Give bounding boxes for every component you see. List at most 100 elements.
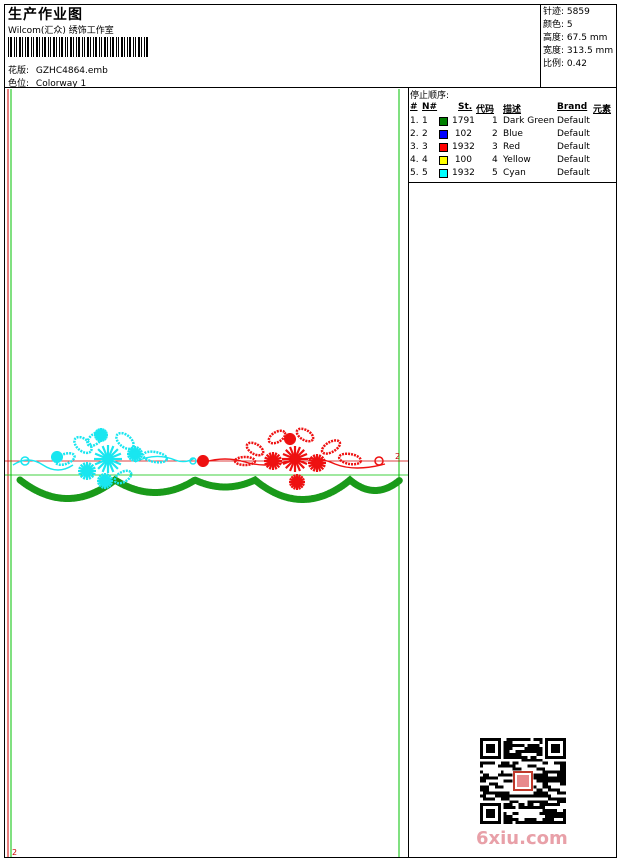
stat-label: 颜色: bbox=[543, 20, 565, 30]
row-stitches: 100 bbox=[454, 155, 472, 165]
row-stitches: 1932 bbox=[452, 142, 475, 152]
stat-scale: 比例: 0.42 bbox=[543, 58, 617, 71]
row-brand: Default bbox=[557, 129, 590, 139]
barcode bbox=[8, 37, 148, 57]
col-brand: Brand bbox=[557, 102, 588, 112]
left-leaf bbox=[113, 469, 133, 485]
row-needle: 5 bbox=[422, 168, 428, 178]
stat-width: 宽度: 313.5 mm bbox=[543, 45, 617, 58]
stat-label: 高度: bbox=[543, 33, 565, 43]
table-row: 5. 5 1932 5 Cyan Default bbox=[410, 167, 616, 180]
row-description: Yellow bbox=[503, 155, 531, 165]
left-flower-center bbox=[103, 454, 113, 464]
row-description: Blue bbox=[503, 129, 523, 139]
col-index: # bbox=[410, 102, 418, 112]
left-flower-center bbox=[132, 451, 138, 457]
row-index: 5. bbox=[410, 168, 419, 178]
stat-value: 67.5 mm bbox=[566, 33, 608, 43]
row-code: 1 bbox=[492, 116, 498, 126]
page-frame bbox=[4, 4, 617, 858]
right-leaf bbox=[337, 452, 363, 466]
design-file-row: 花版: GZHC4864.emb bbox=[8, 63, 108, 76]
row-stitches: 1932 bbox=[452, 168, 475, 178]
row-index: 3. bbox=[410, 142, 419, 152]
color-swatch bbox=[439, 169, 448, 178]
colorway-label: 色位: bbox=[8, 79, 30, 89]
stats-panel: 针迹: 5859 颜色: 5 高度: 67.5 mm 宽度: 313.5 mm … bbox=[540, 4, 617, 88]
right-leaf bbox=[295, 427, 315, 443]
right-leaf bbox=[233, 455, 257, 467]
row-brand: Default bbox=[557, 142, 590, 152]
table-divider bbox=[408, 182, 617, 183]
stat-height: 高度: 67.5 mm bbox=[543, 32, 617, 45]
row-code: 3 bbox=[492, 142, 498, 152]
color-swatch bbox=[439, 156, 448, 165]
embroidery-design bbox=[12, 427, 404, 503]
table-row: 1. 1 1791 1 Dark Green Default bbox=[410, 115, 616, 128]
col-code: 代码 bbox=[476, 105, 495, 115]
col-description: 描述 bbox=[503, 105, 522, 115]
right-flower-center bbox=[294, 479, 300, 485]
row-stitches: 1791 bbox=[452, 116, 475, 126]
row-code: 4 bbox=[492, 155, 498, 165]
stat-stitches: 针迹: 5859 bbox=[543, 6, 617, 19]
left-bud bbox=[189, 457, 197, 465]
page-title: 生产作业图 bbox=[8, 7, 83, 23]
left-flower-center bbox=[83, 467, 91, 475]
qr-code bbox=[480, 738, 566, 824]
row-description: Red bbox=[503, 142, 521, 152]
col-element: 元素 bbox=[593, 105, 612, 115]
right-flower-center bbox=[287, 436, 293, 442]
right-flower-center bbox=[269, 457, 277, 465]
row-code: 2 bbox=[492, 129, 498, 139]
row-index: 2. bbox=[410, 129, 419, 139]
table-header: # N# St. 代码 描述 Brand 元素 bbox=[410, 102, 616, 115]
right-flower-center bbox=[313, 459, 321, 467]
stat-label: 宽度: bbox=[543, 46, 565, 56]
stat-value: 0.42 bbox=[566, 59, 587, 69]
color-swatch bbox=[439, 143, 448, 152]
marker-bottom: 2 bbox=[12, 848, 18, 857]
col-stitches: St. bbox=[458, 102, 473, 112]
row-needle: 1 bbox=[422, 116, 428, 126]
row-needle: 2 bbox=[422, 129, 428, 139]
row-index: 1. bbox=[410, 116, 419, 126]
table-row: 4. 4 100 4 Yellow Default bbox=[410, 154, 616, 167]
design-file-value: GZHC4864.emb bbox=[35, 66, 108, 76]
watermark-logo: 6xiu.com bbox=[476, 828, 568, 849]
stop-sequence-table: 停止顺序: # N# St. 代码 描述 Brand 元素 1. 1 1791 1 Da… bbox=[410, 90, 616, 180]
page-subtitle: Wilcom(汇众) 绣饰工作室 bbox=[8, 26, 114, 36]
design-canvas bbox=[5, 89, 408, 857]
row-index: 4. bbox=[410, 155, 419, 165]
color-swatch bbox=[439, 130, 448, 139]
header-block bbox=[4, 4, 617, 88]
stat-value: 5859 bbox=[566, 7, 590, 17]
right-flower-center bbox=[200, 458, 206, 464]
right-bud bbox=[374, 456, 384, 466]
row-code: 5 bbox=[492, 168, 498, 178]
left-flower-center bbox=[54, 454, 60, 460]
right-leaf bbox=[320, 439, 342, 455]
stat-value: 313.5 mm bbox=[566, 46, 614, 56]
stat-label: 比例: bbox=[543, 59, 565, 69]
right-leaf bbox=[267, 429, 287, 445]
left-vine bbox=[12, 459, 74, 471]
table-row: 2. 2 102 2 Blue Default bbox=[410, 128, 616, 141]
qr-center-seal-inner bbox=[517, 775, 529, 787]
stat-value: 5 bbox=[566, 20, 573, 30]
row-description: Cyan bbox=[503, 168, 526, 178]
stat-label: 针迹: bbox=[543, 7, 565, 17]
right-flower-center bbox=[290, 454, 300, 464]
row-stitches: 102 bbox=[454, 129, 472, 139]
row-brand: Default bbox=[557, 155, 590, 165]
colorway-value: Colorway 1 bbox=[35, 79, 87, 89]
design-file-label: 花版: bbox=[8, 66, 30, 76]
left-flower-center bbox=[98, 432, 104, 438]
color-swatch bbox=[439, 117, 448, 126]
colorway-row: 色位: Colorway 1 bbox=[8, 76, 86, 89]
scallop-border bbox=[16, 475, 404, 503]
table-row: 3. 3 1932 3 Red Default bbox=[410, 141, 616, 154]
left-bud bbox=[20, 456, 30, 466]
panel-divider bbox=[408, 88, 409, 858]
row-needle: 3 bbox=[422, 142, 428, 152]
